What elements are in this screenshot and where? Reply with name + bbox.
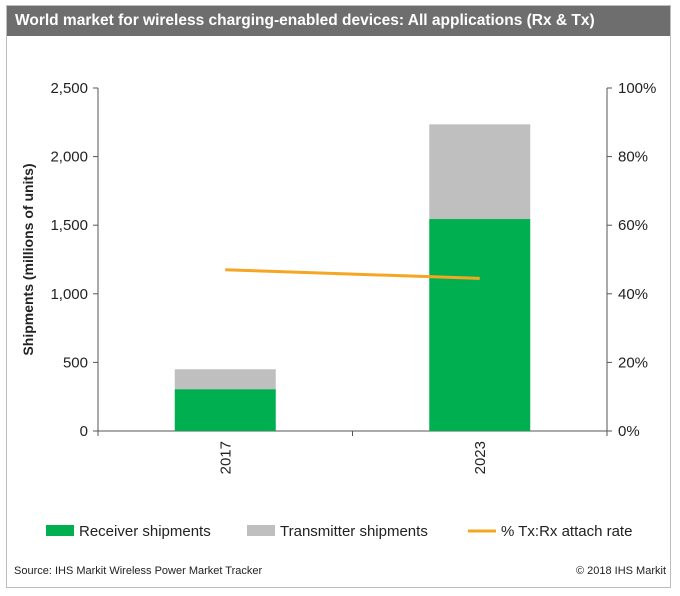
legend-label: Receiver shipments [79, 523, 211, 540]
lines [225, 268, 480, 280]
y-axis-title: Shipments (millions of units) [20, 163, 36, 355]
y2-tick-label: 0% [618, 423, 640, 440]
y2-tick-label: 20% [618, 354, 648, 371]
bars [174, 124, 531, 431]
legend: Receiver shipments Transmitter shipments%… [46, 523, 632, 540]
labels: 0 500 1,000 1,500 2,000 2,500 0% 20% 40% 60% 80% 10… [20, 80, 656, 474]
legend-swatch [46, 525, 74, 536]
bar-receiver-shipments-2023 [429, 219, 531, 431]
chart-title: World market for wireless charging-enabl… [7, 6, 670, 36]
y-tick-label: 1,500 [50, 217, 88, 234]
y-tick-label: 2,500 [50, 80, 88, 97]
bar-transmitter-shipments-2017 [174, 369, 276, 390]
y-tick-label: 2,000 [50, 149, 88, 166]
line-attach-rate [225, 268, 480, 280]
legend-label: Transmitter shipments [280, 523, 428, 540]
legend-swatch [247, 525, 275, 536]
bar-receiver-shipments-2017 [174, 389, 276, 431]
y-tick-label: 1,000 [50, 286, 88, 303]
y2-tick-label: 80% [618, 149, 648, 166]
legend-label: % Tx:Rx attach rate [501, 523, 632, 540]
y2-tick-label: 100% [618, 80, 656, 97]
axes [93, 87, 612, 436]
y-tick-label: 0 [80, 423, 88, 440]
chart-frame: World market for wireless charging-enabl… [6, 5, 671, 588]
source-note: Source: IHS Markit Wireless Power Market… [14, 565, 263, 577]
x-tick-label: 2023 [472, 441, 489, 474]
bar-transmitter-shipments-2023 [429, 124, 531, 220]
y-tick-label: 500 [63, 354, 88, 371]
copyright-note: © 2018 IHS Markit [575, 565, 666, 577]
y2-tick-label: 40% [618, 286, 648, 303]
x-tick-label: 2017 [217, 441, 234, 474]
y2-tick-label: 60% [618, 217, 648, 234]
